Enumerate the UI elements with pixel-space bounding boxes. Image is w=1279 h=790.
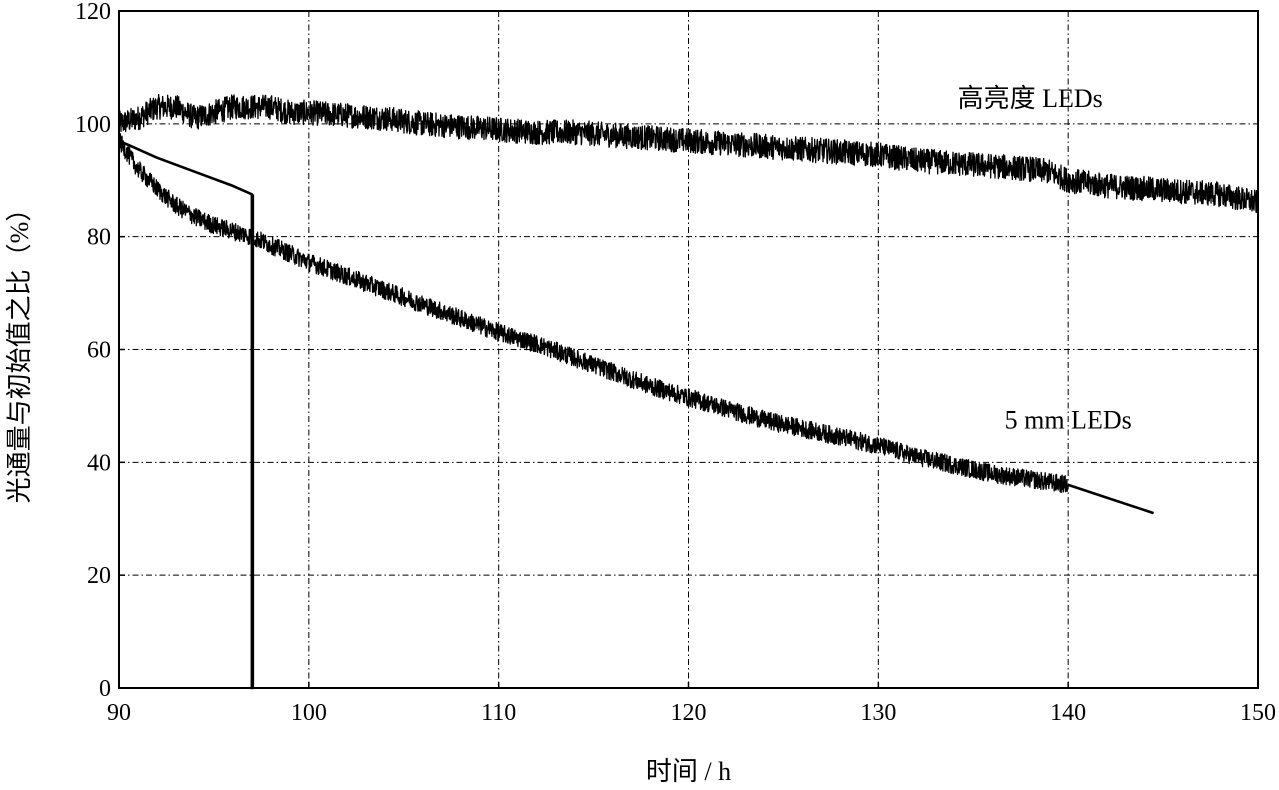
x-axis-title: 时间 / h: [646, 757, 731, 785]
y-tick-label: 80: [87, 225, 111, 251]
x-tick-label: 110: [481, 700, 516, 726]
series-line-1: [118, 133, 1069, 494]
y-tick-label: 120: [75, 0, 111, 25]
series-group: [118, 93, 1259, 690]
gridlines: [119, 11, 1258, 688]
y-tick-label: 100: [75, 112, 111, 138]
y-tick-label: 40: [87, 450, 111, 476]
x-tick-label: 90: [107, 700, 131, 726]
x-tick-label: 140: [1050, 700, 1086, 726]
series-line-2: [1067, 483, 1154, 515]
x-tick-label: 100: [291, 700, 327, 726]
y-tick-label: 20: [87, 563, 111, 589]
annotations: 高亮度 LEDs 5 mm LEDs: [958, 84, 1132, 435]
x-tick-label: 120: [671, 700, 707, 726]
series-line-0: [118, 93, 1259, 214]
y-tick-label: 0: [99, 676, 111, 702]
x-tick-label: 130: [860, 700, 896, 726]
tick-labels: 90 100 110 120 130 140 150 0 20 40 60 80 100 120: [75, 0, 1276, 726]
y-axis-title: 光通量与初始值之比（%）: [5, 196, 34, 504]
y-tick-label: 60: [87, 338, 111, 364]
series-annotation-label: 5 mm LEDs: [1005, 405, 1132, 434]
series-annotation-label: 高亮度 LEDs: [958, 84, 1103, 113]
x-tick-label: 150: [1240, 700, 1276, 726]
